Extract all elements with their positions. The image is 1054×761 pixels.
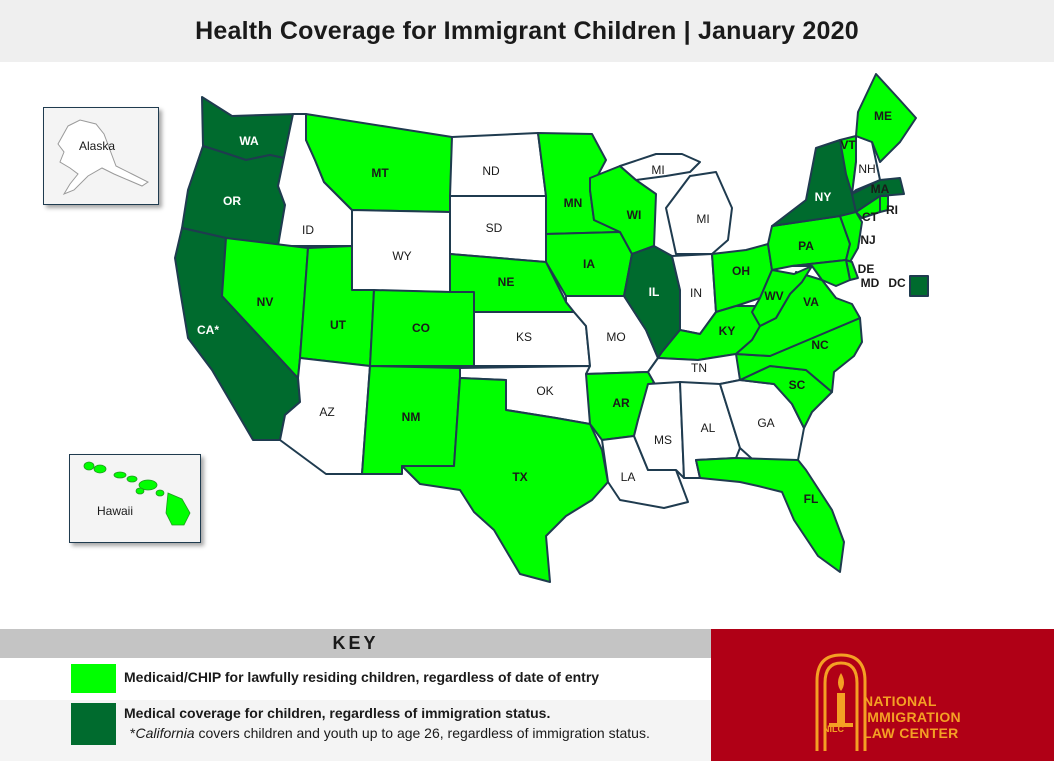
state-label-md: MD: [861, 276, 880, 290]
state-label-ri: RI: [886, 203, 898, 217]
state-label-ga: GA: [757, 416, 774, 430]
state-label-nh: NH: [858, 162, 875, 176]
hawaii-label: Hawaii: [97, 504, 134, 518]
state-label-az: AZ: [319, 405, 334, 419]
alaska-label: Alaska: [79, 139, 116, 153]
state-nj: [839, 211, 863, 263]
state-label-fl: FL: [804, 492, 819, 506]
legend-item-dark: Medical coverage for children, regardles…: [0, 700, 711, 761]
state-label-or: OR: [223, 194, 241, 208]
logo-line-3: LAW CENTER: [863, 725, 959, 741]
state-label-me: ME: [874, 109, 892, 123]
logo-line-2: IMMIGRATION: [863, 709, 961, 725]
state-label-mo: MO: [606, 330, 625, 344]
state-label-sd: SD: [486, 221, 503, 235]
us-map: WA OR CA* ID NV MT WY UT AZ CO NM ND SD NE KS OK TX MN IA M…: [174, 73, 929, 583]
state-label-nj: NJ: [860, 233, 875, 247]
state-label-wv: WV: [764, 289, 783, 303]
state-label-nd: ND: [482, 164, 500, 178]
state-label-de: DE: [858, 262, 875, 276]
state-mi: [665, 171, 733, 255]
state-me: [855, 73, 917, 163]
legend-note-rest: covers children and youth up to age 26, …: [194, 725, 650, 741]
legend-item-light: Medicaid/CHIP for lawfully residing chil…: [0, 658, 711, 700]
state-label-oh: OH: [732, 264, 750, 278]
state-label-ia: IA: [583, 257, 595, 271]
state-label-ct: CT: [862, 210, 879, 224]
legend-note: *California covers children and youth up…: [130, 725, 650, 741]
nilc-logo-box: NILC NATIONAL IMMIGRATION LAW CENTER: [711, 629, 1054, 761]
state-label-ar: AR: [612, 396, 630, 410]
state-fl: [695, 457, 845, 573]
nilc-badge: NILC: [823, 724, 844, 734]
state-label-vt: VT: [840, 138, 856, 152]
legend-text-light: Medicaid/CHIP for lawfully residing chil…: [124, 669, 600, 685]
state-label-co: CO: [412, 321, 430, 335]
state-label-va: VA: [803, 295, 819, 309]
alaska-inset: Alaska: [43, 107, 159, 205]
state-label-mn: MN: [564, 196, 583, 210]
state-label-ks: KS: [516, 330, 532, 344]
alaska-shape: [57, 119, 149, 196]
state-label-ca: CA*: [197, 323, 219, 337]
legend-note-prefix: *: [130, 725, 136, 741]
state-label-ne: NE: [498, 275, 515, 289]
state-tx: [401, 377, 609, 583]
state-label-la: LA: [621, 470, 636, 484]
state-label-ut: UT: [330, 318, 347, 332]
state-label-nm: NM: [402, 410, 421, 424]
state-label-sc: SC: [789, 378, 806, 392]
legend-note-emphasis: California: [135, 725, 195, 741]
hawaii-inset: Hawaii: [69, 454, 201, 543]
state-label-al: AL: [701, 421, 716, 435]
state-label-wy: WY: [392, 249, 411, 263]
legend-text-dark: Medical coverage for children, regardles…: [124, 705, 551, 721]
title-bar: Health Coverage for Immigrant Children |…: [0, 0, 1054, 62]
state-label-ky: KY: [719, 324, 736, 338]
nilc-wordmark: NATIONAL IMMIGRATION LAW CENTER: [863, 693, 961, 741]
legend-swatch-light: [71, 664, 116, 693]
state-ct: [855, 195, 881, 219]
state-label-wi: WI: [627, 208, 642, 222]
nilc-emblem-icon: [815, 653, 867, 751]
hawaii-islands: [83, 461, 191, 526]
state-labels-layer: WA OR CA* ID NV MT WY UT AZ CO NM ND SD NE KS OK TX MN IA M…: [197, 109, 906, 506]
key-header: KEY: [0, 629, 711, 658]
state-label-in: IN: [690, 286, 702, 300]
state-label-mt: MT: [371, 166, 389, 180]
logo-line-1: NATIONAL: [863, 693, 937, 709]
legend-swatch-dark: [71, 703, 116, 745]
state-dc: [909, 275, 929, 297]
state-label-nc: NC: [811, 338, 829, 352]
state-label-nv: NV: [257, 295, 274, 309]
state-label-wa: WA: [239, 134, 259, 148]
state-mi-upper: [619, 153, 701, 181]
state-label-ma: MA: [871, 182, 890, 196]
state-label-ny: NY: [815, 190, 832, 204]
state-label-ms: MS: [654, 433, 672, 447]
state-wv: [751, 265, 813, 327]
state-label-mi-upper: MI: [651, 163, 664, 177]
states-layer: [174, 73, 929, 583]
state-label-il: IL: [649, 285, 660, 299]
state-label-mi: MI: [696, 212, 709, 226]
state-label-id: ID: [302, 223, 314, 237]
state-nc: [735, 317, 863, 393]
state-label-pa: PA: [798, 239, 814, 253]
state-label-ok: OK: [536, 384, 553, 398]
state-va: [735, 271, 861, 357]
state-label-tn: TN: [691, 361, 707, 375]
state-md: [791, 259, 851, 287]
state-label-tx: TX: [512, 470, 527, 484]
state-label-dc: DC: [888, 276, 906, 290]
page-title: Health Coverage for Immigrant Children |…: [195, 16, 859, 45]
